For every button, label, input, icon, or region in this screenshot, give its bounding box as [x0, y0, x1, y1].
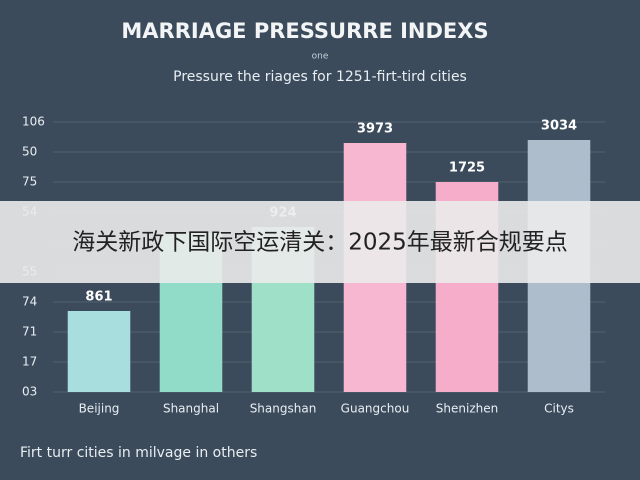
y-tick-label: 03 [22, 385, 37, 399]
x-tick-label: Shangshan [250, 402, 317, 416]
footnote: Firt turr cities in milvage in others [20, 445, 257, 461]
chart-title: MARRIAGE PRESSURRE INDEXS [121, 19, 488, 43]
bar-label: 1725 [449, 161, 485, 176]
y-tick-label: 50 [22, 145, 37, 159]
x-tick-label: Shenizhen [436, 402, 498, 416]
y-tick-label: 71 [22, 325, 37, 339]
bar-label: 861 [85, 290, 112, 305]
bar [67, 311, 131, 392]
chart-description: Pressure the riages for 1251-firt-tird c… [173, 69, 467, 85]
y-tick-label: 74 [22, 295, 37, 309]
overlay-text: 海关新政下国际空运清关：2025年最新合规要点 [72, 230, 568, 256]
x-tick-label: Citys [544, 402, 574, 416]
y-tick-label: 106 [22, 115, 45, 129]
x-tick-label: Shanghal [163, 402, 219, 416]
bar-label: 3973 [357, 122, 393, 137]
chart-subtitle: one [312, 52, 329, 62]
overlay-banner [0, 201, 640, 283]
bar-label: 3034 [541, 119, 577, 134]
y-tick-label: 17 [22, 355, 37, 369]
x-tick-label: Guangchou [341, 402, 410, 416]
x-tick-label: Beijing [79, 402, 120, 416]
y-tick-label: 75 [22, 175, 37, 189]
